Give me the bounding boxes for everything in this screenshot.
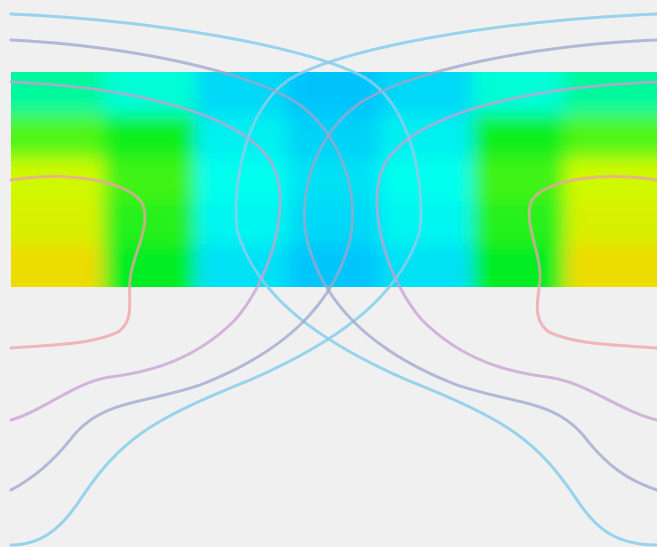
heatmap-cell bbox=[380, 201, 474, 245]
heatmap-cell bbox=[11, 244, 105, 287]
heatmap-cell bbox=[103, 158, 197, 202]
heatmap-cell bbox=[472, 244, 566, 287]
contour-line bbox=[302, 38, 657, 492]
contour-lines bbox=[9, 12, 657, 547]
heatmap-cell bbox=[472, 72, 566, 116]
heatmap-cell bbox=[11, 201, 105, 245]
heatmap-cell bbox=[287, 115, 382, 159]
heatmap-cell bbox=[564, 115, 657, 159]
contour-line bbox=[375, 80, 657, 422]
heatmap-cell bbox=[103, 115, 197, 159]
contour-line bbox=[9, 38, 355, 492]
heatmap-cell bbox=[380, 158, 474, 202]
heatmap-cell bbox=[472, 115, 566, 159]
contour-line bbox=[9, 80, 282, 422]
heatmap-cell bbox=[11, 72, 105, 116]
heatmap-cell bbox=[472, 201, 566, 245]
heatmap-cell bbox=[11, 115, 105, 159]
heatmap-cell bbox=[564, 244, 657, 287]
heatmap-cell bbox=[564, 201, 657, 245]
heatmap-cell bbox=[472, 158, 566, 202]
heatmap-cell bbox=[564, 72, 657, 116]
heatmap bbox=[11, 72, 657, 287]
heatmap-cell bbox=[195, 201, 289, 245]
heatmap-cell bbox=[287, 201, 382, 245]
heatmap-cell bbox=[287, 158, 382, 202]
contour-line bbox=[527, 175, 657, 350]
heatmap-cell bbox=[195, 115, 289, 159]
heatmap-cell bbox=[103, 201, 197, 245]
heatmap-cell bbox=[103, 244, 197, 287]
contour-line bbox=[9, 175, 147, 350]
